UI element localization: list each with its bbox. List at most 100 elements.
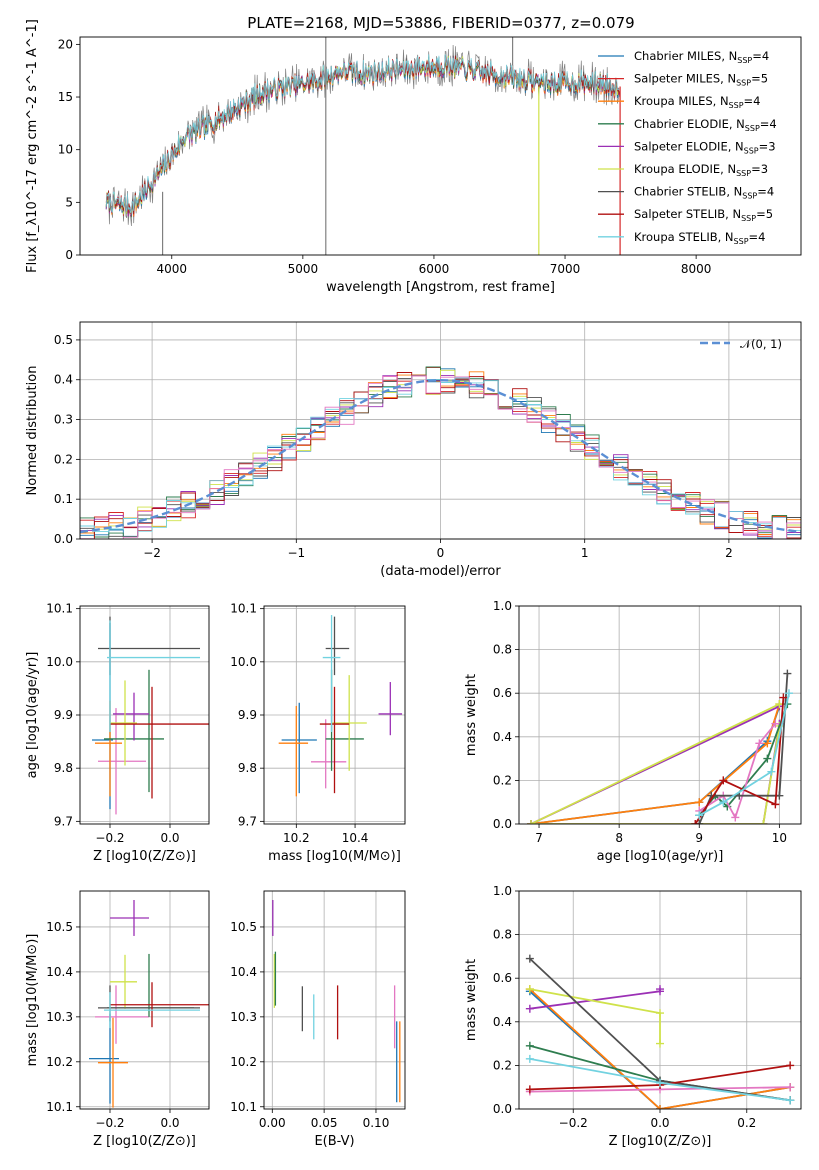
y-tick-label: 0.0 (54, 532, 73, 546)
legend-subscript: SSP (741, 214, 756, 223)
mass-weight-marker (719, 776, 728, 785)
legend-model-name: Kroupa MILES, N (634, 94, 729, 108)
y-tick-label: 1.0 (493, 884, 512, 898)
y-tick-label: 15 (58, 90, 73, 104)
x-tick-label: 0.0 (160, 1116, 179, 1130)
x-tick-label: 10 (772, 831, 787, 845)
legend-subscript: SSP (744, 146, 759, 155)
axes-frame (79, 321, 802, 540)
y-tick-label: 10.1 (230, 1100, 257, 1114)
mass-weight-marker (786, 1061, 795, 1070)
mass-weight-marker (719, 798, 728, 807)
legend-subscript: SSP (729, 101, 744, 110)
mass-weight-marker (763, 754, 772, 763)
y-tick-label: 10 (58, 143, 73, 157)
y-tick-label: 0.8 (493, 928, 512, 942)
x-tick-label: 10.2 (283, 831, 310, 845)
figure-title: PLATE=2168, MJD=53886, FIBERID=0377, z=0… (247, 14, 634, 32)
x-axis-label: Z [log10(Z/Z⊙)] (93, 849, 196, 864)
x-tick-label: 8000 (681, 262, 712, 276)
legend-subscript: SSP (736, 169, 751, 178)
legend-subscript: SSP (734, 237, 749, 246)
legend-label: Salpeter ELODIE, NSSP=3 (634, 139, 776, 155)
panel-mass_weight_vs_Z: −0.2 0.0 0.2 0.0 0.2 0.4 0.6 0.8 1.0 Z [log10(Z/Z… (464, 884, 802, 1149)
plot-area-mass_vs_EBV (272, 899, 401, 1103)
y-tick-label: 9.8 (54, 761, 73, 775)
legend-model-name: Salpeter MILES, N (634, 72, 736, 86)
x-tick-label: −0.2 (95, 1116, 124, 1130)
mass-weight-marker (527, 820, 536, 824)
x-tick-label: 0.10 (363, 1116, 390, 1130)
mass-weight-marker (786, 1083, 795, 1092)
y-tick-label: 0.8 (493, 643, 512, 657)
legend-n-ssp: =5 (756, 207, 773, 221)
mass-weight-line (529, 988, 661, 1044)
plot-area-spectrum (105, 37, 621, 255)
legend-label: Salpeter MILES, NSSP=5 (634, 72, 768, 88)
legend-label: 𝒩(0, 1) (740, 337, 782, 351)
x-tick-label: 8 (615, 831, 623, 845)
y-tick-label: 0.2 (493, 773, 512, 787)
legend-n-ssp: =3 (759, 139, 776, 153)
y-tick-label: 10.2 (230, 1055, 257, 1069)
mass-weight-marker (656, 1039, 664, 1048)
mass-weight-marker (755, 739, 764, 748)
legend-n-ssp: =5 (751, 72, 768, 86)
mass-weight-marker (783, 669, 792, 678)
plot-area-residuals (80, 366, 801, 539)
x-tick-label: −0.2 (95, 831, 124, 845)
x-tick-label: 0.0 (650, 1116, 669, 1130)
legend-model-name: Chabrier ELODIE, N (634, 117, 745, 131)
mass-weight-marker (656, 1105, 664, 1109)
mass-weight-marker (525, 954, 534, 963)
legend-label: Chabrier MILES, NSSP=4 (634, 49, 769, 65)
y-axis-label: age [log10(age/yr)] (25, 652, 40, 779)
axes-frame (79, 890, 210, 1110)
legend-model-name: Kroupa ELODIE, N (634, 162, 736, 176)
mass-weight-marker (767, 767, 776, 776)
plot-area-age_vs_mass (278, 615, 403, 797)
x-tick-label: 7 (535, 831, 543, 845)
legend-n-ssp: =4 (757, 185, 774, 199)
mass-weight-marker (695, 820, 704, 824)
plot-area-mass_weight_vs_Z (525, 954, 795, 1109)
legend-label: Kroupa STELIB, NSSP=4 (634, 230, 765, 246)
x-axis-label: E(B-V) (314, 1134, 354, 1149)
y-tick-label: 0.2 (493, 1058, 512, 1072)
y-tick-label: 9.9 (54, 708, 73, 722)
legend-label: Kroupa ELODIE, NSSP=3 (634, 162, 768, 178)
x-tick-label: 0.0 (160, 831, 179, 845)
y-tick-label: 10.3 (230, 1010, 257, 1024)
mass-weight-line (698, 693, 790, 817)
y-tick-label: 0.4 (54, 373, 73, 387)
axes-frame (263, 605, 406, 825)
legend-n-ssp: =4 (760, 117, 777, 131)
axes-frame (79, 36, 802, 256)
y-axis-label: mass [log10(M/M⊙)] (25, 934, 40, 1067)
y-axis-label: Flux [f_λ10^-17 erg cm^-2 s^-1 A^-1] (25, 19, 40, 273)
x-axis-label: Z [log10(Z/Z⊙)] (609, 1134, 712, 1149)
x-tick-label: 0.00 (259, 1116, 286, 1130)
x-axis-label: mass [log10(M/M⊙)] (268, 849, 401, 864)
legend-subscript: SSP (736, 79, 751, 88)
y-tick-label: 10.4 (46, 965, 73, 979)
y-tick-label: 10.0 (46, 655, 73, 669)
y-tick-label: 0.4 (493, 730, 512, 744)
y-tick-label: 5 (65, 195, 73, 209)
x-axis-label: age [log10(age/yr)] (597, 849, 724, 864)
legend-n-ssp: =4 (752, 49, 769, 63)
mass-weight-marker (759, 820, 768, 824)
x-axis-label: (data-model)/error (380, 564, 501, 579)
model-spectrum-line (105, 54, 621, 214)
y-tick-label: 20 (58, 37, 73, 51)
legend-model-name: Salpeter STELIB, N (634, 207, 741, 221)
plot-area-mass_vs_Z (89, 899, 209, 1108)
mass-weight-marker (771, 800, 780, 809)
x-tick-label: 10.4 (342, 831, 369, 845)
x-tick-label: 1 (581, 546, 589, 560)
legend-model-name: Chabrier MILES, N (634, 49, 737, 63)
mass-weight-marker (731, 813, 740, 822)
y-tick-label: 0.6 (493, 686, 512, 700)
